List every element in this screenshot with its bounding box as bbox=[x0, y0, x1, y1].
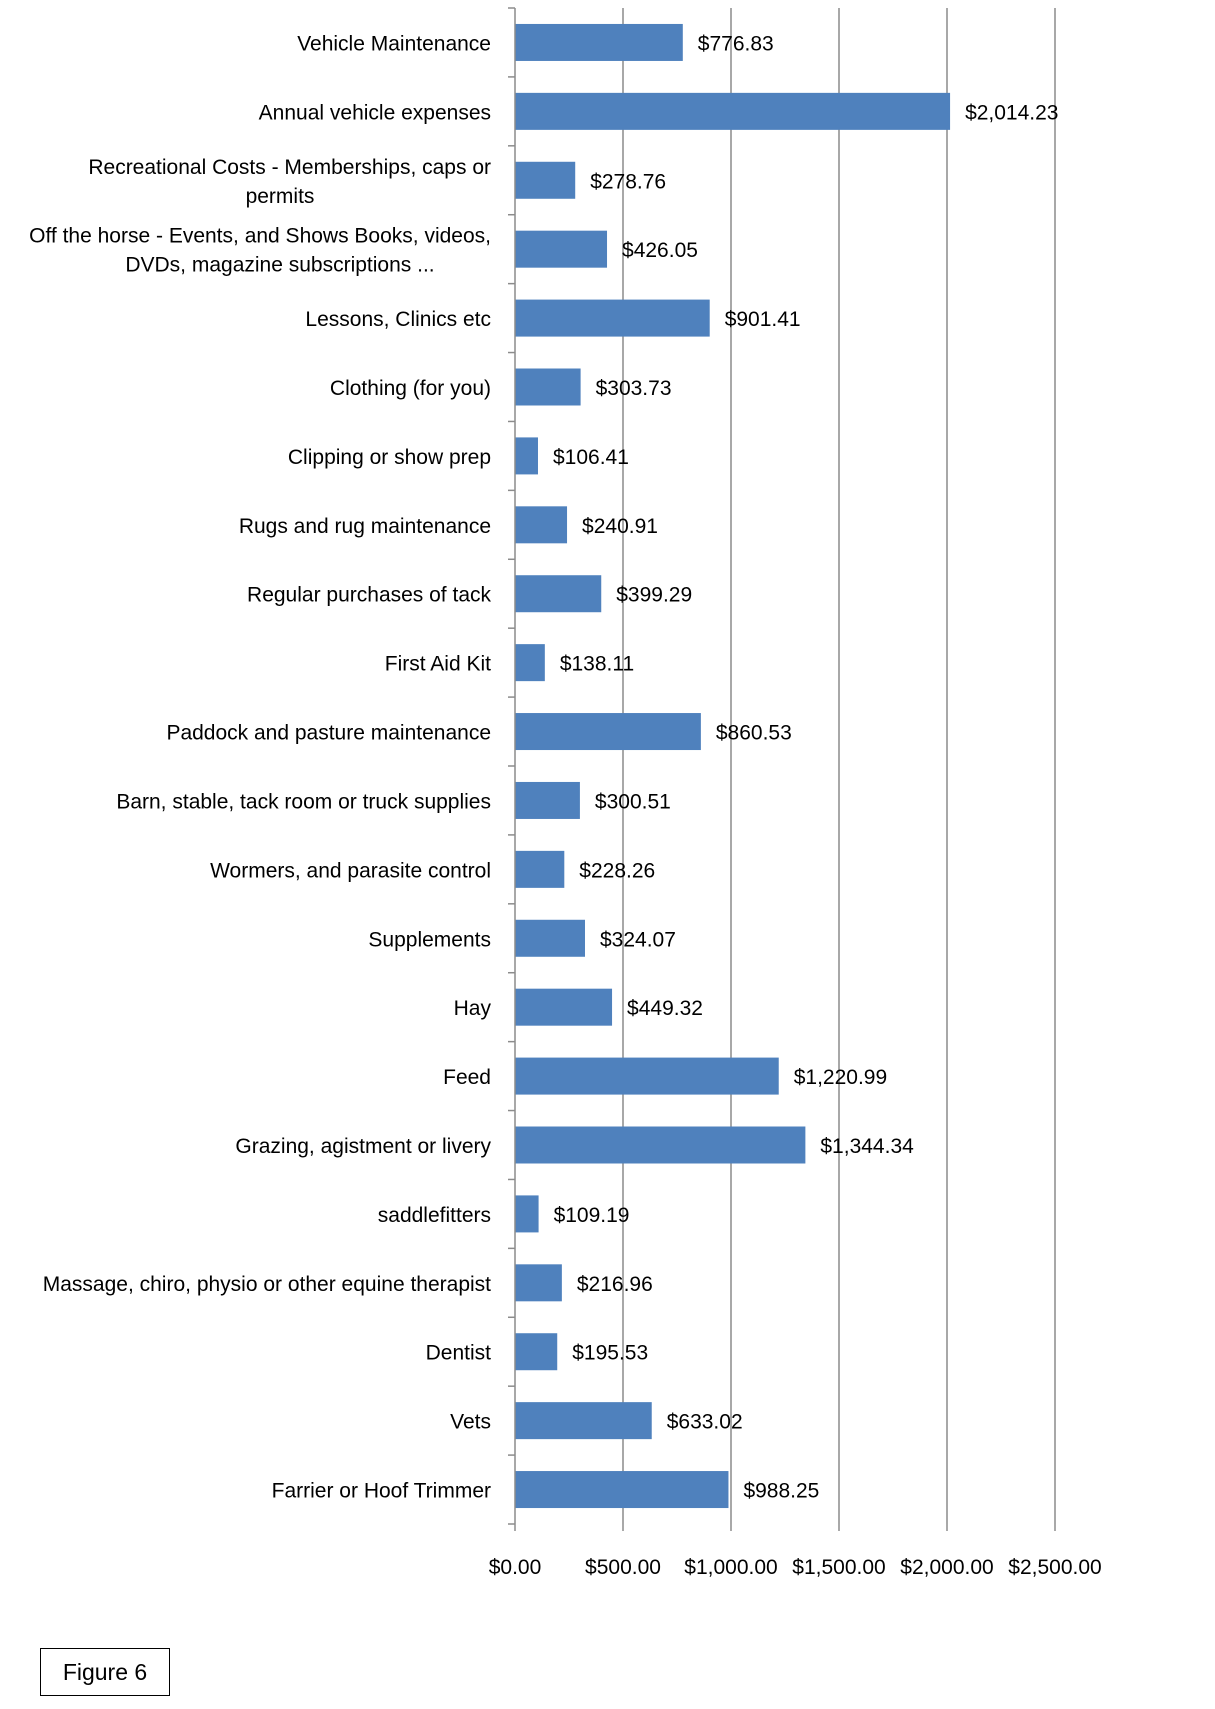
category-label: Supplements bbox=[368, 928, 491, 951]
category-label-line: Off the horse - Events, and Shows Books,… bbox=[29, 225, 491, 248]
bar bbox=[515, 644, 545, 682]
category-labels: Vehicle Maintenance Annual vehicle expens… bbox=[29, 32, 491, 1502]
value-label: $228.26 bbox=[579, 859, 655, 882]
value-label: $633.02 bbox=[667, 1411, 743, 1434]
x-tick-labels: $0.00 $500.00 $1,000.00 $1,500.00 $2,000.00 $… bbox=[489, 1556, 1102, 1579]
value-label: $449.32 bbox=[627, 997, 703, 1020]
value-labels: $776.83 $2,014.23 $278.76 $426.05 $901.41 $30… bbox=[553, 32, 1059, 1502]
bar bbox=[515, 230, 608, 268]
value-label: $399.29 bbox=[616, 584, 692, 607]
bar bbox=[515, 1195, 539, 1233]
category-label: Hay bbox=[454, 997, 492, 1020]
bar bbox=[515, 92, 951, 130]
x-tick-label: $2,500.00 bbox=[1008, 1556, 1101, 1579]
value-label: $1,220.99 bbox=[794, 1066, 887, 1089]
value-label: $216.96 bbox=[577, 1273, 653, 1296]
category-label: Vets bbox=[450, 1411, 491, 1434]
category-label: Clipping or show prep bbox=[288, 446, 491, 469]
value-label: $195.53 bbox=[572, 1342, 648, 1365]
x-tick-label: $2,000.00 bbox=[900, 1556, 993, 1579]
category-label: Wormers, and parasite control bbox=[210, 859, 491, 882]
category-label: Massage, chiro, physio or other equine t… bbox=[43, 1273, 491, 1296]
bar bbox=[515, 1264, 562, 1302]
category-label: saddlefitters bbox=[378, 1204, 491, 1227]
value-label: $988.25 bbox=[743, 1480, 819, 1503]
bar bbox=[515, 988, 613, 1026]
bar bbox=[515, 1126, 806, 1164]
category-label-line: DVDs, magazine subscriptions ... bbox=[125, 254, 434, 277]
category-label: Annual vehicle expenses bbox=[259, 101, 491, 124]
category-label: Feed bbox=[443, 1066, 491, 1089]
figure-caption: Figure 6 bbox=[40, 1648, 170, 1696]
category-label: Recreational Costs - Memberships, caps o… bbox=[88, 156, 491, 208]
value-label: $324.07 bbox=[600, 928, 676, 951]
category-label-line: Recreational Costs - Memberships, caps o… bbox=[88, 156, 491, 179]
bar bbox=[515, 781, 580, 819]
value-label: $278.76 bbox=[590, 170, 666, 193]
bar bbox=[515, 437, 538, 475]
value-label: $106.41 bbox=[553, 446, 629, 469]
category-label: Paddock and pasture maintenance bbox=[166, 722, 491, 745]
value-label: $300.51 bbox=[595, 790, 671, 813]
bar bbox=[515, 1057, 779, 1095]
bars bbox=[515, 23, 951, 1509]
category-label: Rugs and rug maintenance bbox=[239, 515, 491, 538]
x-tick-label: $1,000.00 bbox=[684, 1556, 777, 1579]
category-label-line: permits bbox=[246, 185, 315, 208]
bar bbox=[515, 850, 565, 888]
bar bbox=[515, 1471, 729, 1509]
value-label: $138.11 bbox=[560, 653, 634, 676]
gridlines bbox=[622, 8, 1056, 1524]
x-tick-label: $500.00 bbox=[585, 1556, 661, 1579]
value-label: $776.83 bbox=[698, 32, 774, 55]
value-label: $2,014.23 bbox=[965, 101, 1058, 124]
category-label: Barn, stable, tack room or truck supplie… bbox=[116, 790, 491, 813]
bar bbox=[515, 506, 568, 544]
value-label: $1,344.34 bbox=[820, 1135, 914, 1158]
category-label: Regular purchases of tack bbox=[247, 584, 491, 607]
bar bbox=[515, 713, 701, 751]
category-label: Grazing, agistment or livery bbox=[235, 1135, 491, 1158]
bar bbox=[515, 161, 576, 199]
category-label: Clothing (for you) bbox=[330, 377, 491, 400]
category-label: First Aid Kit bbox=[385, 653, 491, 676]
category-label: Vehicle Maintenance bbox=[297, 32, 491, 55]
bar bbox=[515, 1333, 558, 1371]
category-label: Dentist bbox=[426, 1342, 492, 1365]
bar bbox=[515, 919, 585, 957]
bar bbox=[515, 299, 710, 337]
value-label: $303.73 bbox=[596, 377, 672, 400]
x-tick-label: $0.00 bbox=[489, 1556, 542, 1579]
category-label: Lessons, Clinics etc bbox=[305, 308, 491, 331]
value-label: $860.53 bbox=[716, 722, 792, 745]
category-label: Off the horse - Events, and Shows Books,… bbox=[29, 225, 491, 277]
figure-label: Figure 6 bbox=[62, 1658, 148, 1685]
value-label: $426.05 bbox=[622, 239, 698, 262]
bar bbox=[515, 1402, 652, 1440]
bar bbox=[515, 368, 581, 406]
value-label: $240.91 bbox=[582, 515, 658, 538]
value-label: $109.19 bbox=[554, 1204, 630, 1227]
axes bbox=[508, 7, 1056, 1531]
x-tick-label: $1,500.00 bbox=[792, 1556, 885, 1579]
bar bbox=[515, 23, 683, 61]
value-label: $901.41 bbox=[725, 308, 801, 331]
bar bbox=[515, 575, 602, 613]
category-label: Farrier or Hoof Trimmer bbox=[272, 1480, 491, 1503]
